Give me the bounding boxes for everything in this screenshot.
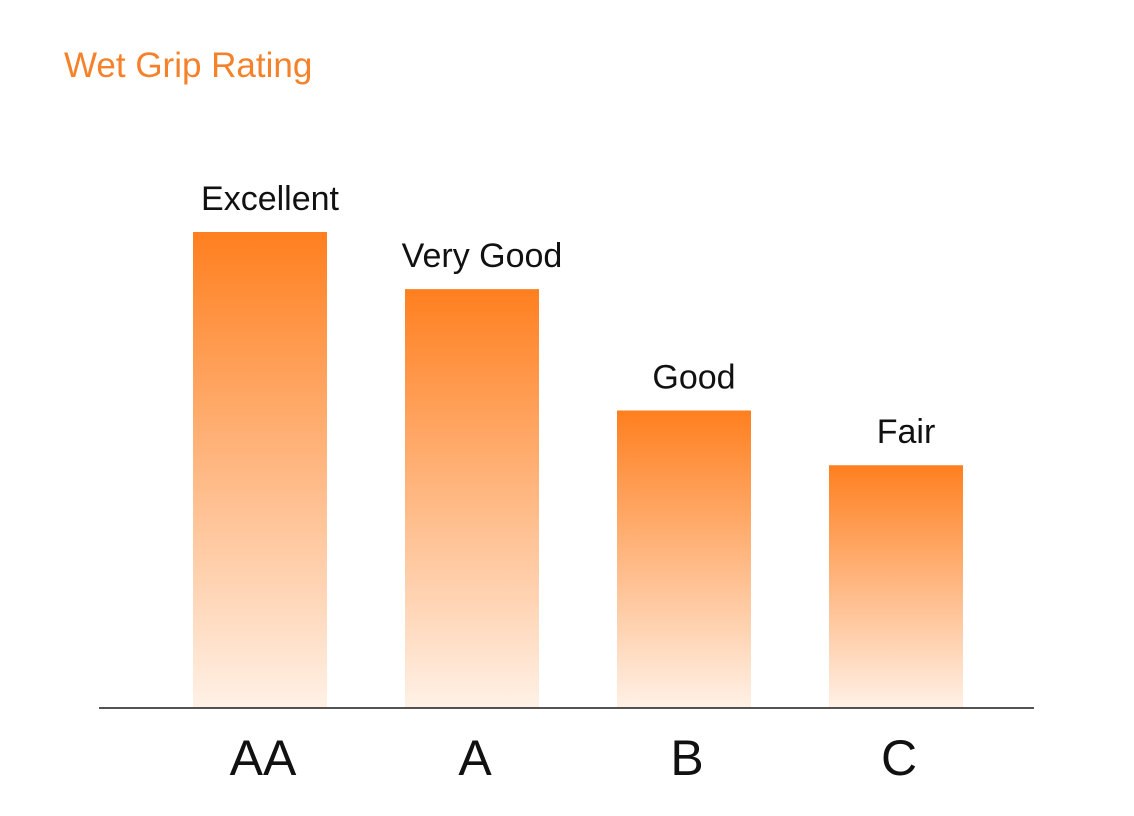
labels-layer: Excellent AA Very Good A Good B Fair C <box>201 180 935 786</box>
x-tick-label: C <box>881 730 917 786</box>
data-label: Very Good <box>402 237 563 275</box>
data-label: Good <box>652 359 735 397</box>
chart-title: Wet Grip Rating <box>64 46 313 85</box>
x-tick-label: A <box>458 730 492 786</box>
data-label: Excellent <box>201 180 340 218</box>
bar-c <box>829 465 963 708</box>
bars-layer <box>193 232 963 708</box>
bar-aa <box>193 232 327 708</box>
data-label: Fair <box>877 413 936 451</box>
bar-a <box>405 289 539 708</box>
x-tick-label: AA <box>230 730 297 786</box>
x-tick-label: B <box>670 730 703 786</box>
bar-b <box>617 410 751 708</box>
